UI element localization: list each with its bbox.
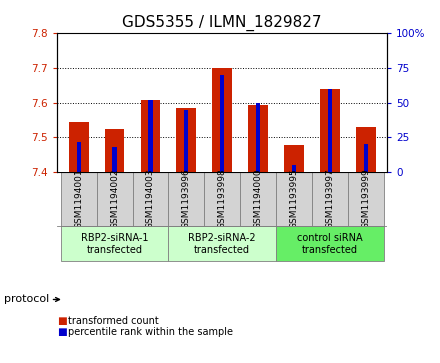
Bar: [312, 172, 348, 227]
Bar: [77, 142, 81, 172]
Text: RBP2-siRNA-2
transfected: RBP2-siRNA-2 transfected: [188, 233, 256, 255]
Text: protocol: protocol: [4, 294, 50, 305]
Text: GSM1194002: GSM1194002: [110, 168, 119, 229]
Bar: [292, 166, 296, 172]
Text: transformed count: transformed count: [68, 316, 159, 326]
Bar: [176, 108, 196, 172]
Bar: [256, 103, 260, 172]
Bar: [141, 100, 160, 172]
Bar: [105, 129, 125, 172]
Text: percentile rank within the sample: percentile rank within the sample: [68, 327, 233, 337]
Bar: [97, 172, 132, 227]
Text: control siRNA
transfected: control siRNA transfected: [297, 233, 363, 255]
Text: GSM1193996: GSM1193996: [182, 168, 191, 229]
Bar: [148, 100, 153, 172]
Text: ■: ■: [57, 316, 67, 326]
Text: RBP2-siRNA-1
transfected: RBP2-siRNA-1 transfected: [81, 233, 148, 255]
Bar: [169, 172, 204, 227]
Text: GSM1194000: GSM1194000: [253, 168, 263, 229]
Bar: [276, 227, 384, 261]
Text: ■: ■: [57, 327, 67, 337]
Bar: [61, 172, 97, 227]
Bar: [328, 89, 332, 172]
Bar: [284, 145, 304, 172]
Bar: [276, 172, 312, 227]
Text: GSM1194001: GSM1194001: [74, 168, 83, 229]
Text: GSM1194003: GSM1194003: [146, 168, 155, 229]
Bar: [320, 89, 340, 172]
Bar: [61, 227, 169, 261]
Text: GSM1193997: GSM1193997: [325, 168, 334, 229]
Bar: [356, 127, 376, 172]
Bar: [220, 75, 224, 172]
Bar: [363, 144, 368, 172]
Bar: [169, 227, 276, 261]
Bar: [69, 122, 88, 172]
Bar: [184, 110, 188, 172]
Bar: [213, 68, 232, 172]
Bar: [248, 105, 268, 172]
Bar: [132, 172, 169, 227]
Bar: [240, 172, 276, 227]
Text: GSM1193999: GSM1193999: [361, 168, 370, 229]
Bar: [113, 147, 117, 172]
Text: GSM1193995: GSM1193995: [290, 168, 298, 229]
Bar: [204, 172, 240, 227]
Title: GDS5355 / ILMN_1829827: GDS5355 / ILMN_1829827: [122, 15, 322, 31]
Text: GSM1193998: GSM1193998: [218, 168, 227, 229]
Bar: [348, 172, 384, 227]
